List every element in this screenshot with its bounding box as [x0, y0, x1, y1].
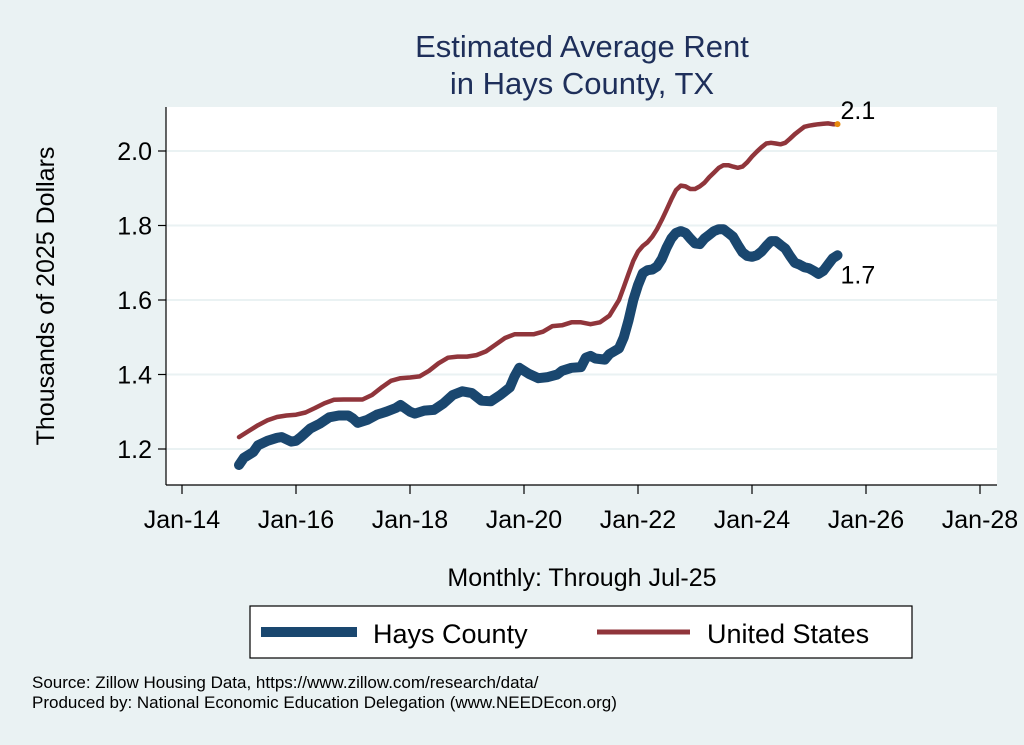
series-line-united-states	[236, 121, 840, 440]
y-axis-title: Thousands of 2025 Dollars	[32, 147, 60, 446]
x-axis-title: Monthly: Through Jul-25	[447, 564, 716, 592]
y-tick-label: 1.8	[117, 213, 152, 241]
x-tick-label: Jan-28	[942, 506, 1018, 534]
x-tick-label: Jan-14	[144, 506, 221, 534]
end-labels: 1.7 2.1	[834, 97, 876, 289]
producer-note: Produced by: National Economic Education…	[32, 693, 617, 712]
x-tick-label: Jan-24	[714, 506, 791, 534]
gridlines	[166, 150, 997, 450]
chart-title-line-1: Estimated Average Rent	[415, 29, 749, 64]
end-marker-1	[834, 121, 841, 128]
x-tick-label: Jan-26	[828, 506, 904, 534]
series-group	[234, 121, 843, 470]
legend: Hays County United States	[249, 605, 913, 659]
source-note: Source: Zillow Housing Data, https://www…	[32, 673, 539, 692]
x-tick-label: Jan-20	[486, 506, 562, 534]
y-tick-label: 1.2	[117, 436, 152, 464]
y-tick-label: 2.0	[117, 138, 152, 166]
y-tick-label: 1.4	[117, 362, 152, 390]
series-line-hays-county	[234, 224, 843, 470]
footer: Source: Zillow Housing Data, https://www…	[32, 673, 617, 713]
x-tick-label: Jan-22	[600, 506, 676, 534]
y-axis-ticks: 1.2 1.4 1.6 1.8 2.0	[117, 138, 166, 464]
y-tick-label: 1.6	[117, 287, 152, 315]
chart-title-line-2: in Hays County, TX	[450, 66, 715, 101]
plot-area	[166, 107, 997, 485]
x-axis-ticks: Jan-14 Jan-16 Jan-18 Jan-20 Jan-22 Jan-24 Jan-…	[144, 485, 1018, 534]
x-tick-label: Jan-18	[372, 506, 448, 534]
legend-label-hays-county: Hays County	[373, 619, 528, 649]
x-tick-label: Jan-16	[258, 506, 334, 534]
legend-box	[249, 605, 913, 659]
legend-label-united-states: United States	[707, 619, 869, 649]
end-value-label-hays-county: 1.7	[841, 261, 876, 289]
end-value-label-united-states: 2.1	[841, 97, 876, 125]
